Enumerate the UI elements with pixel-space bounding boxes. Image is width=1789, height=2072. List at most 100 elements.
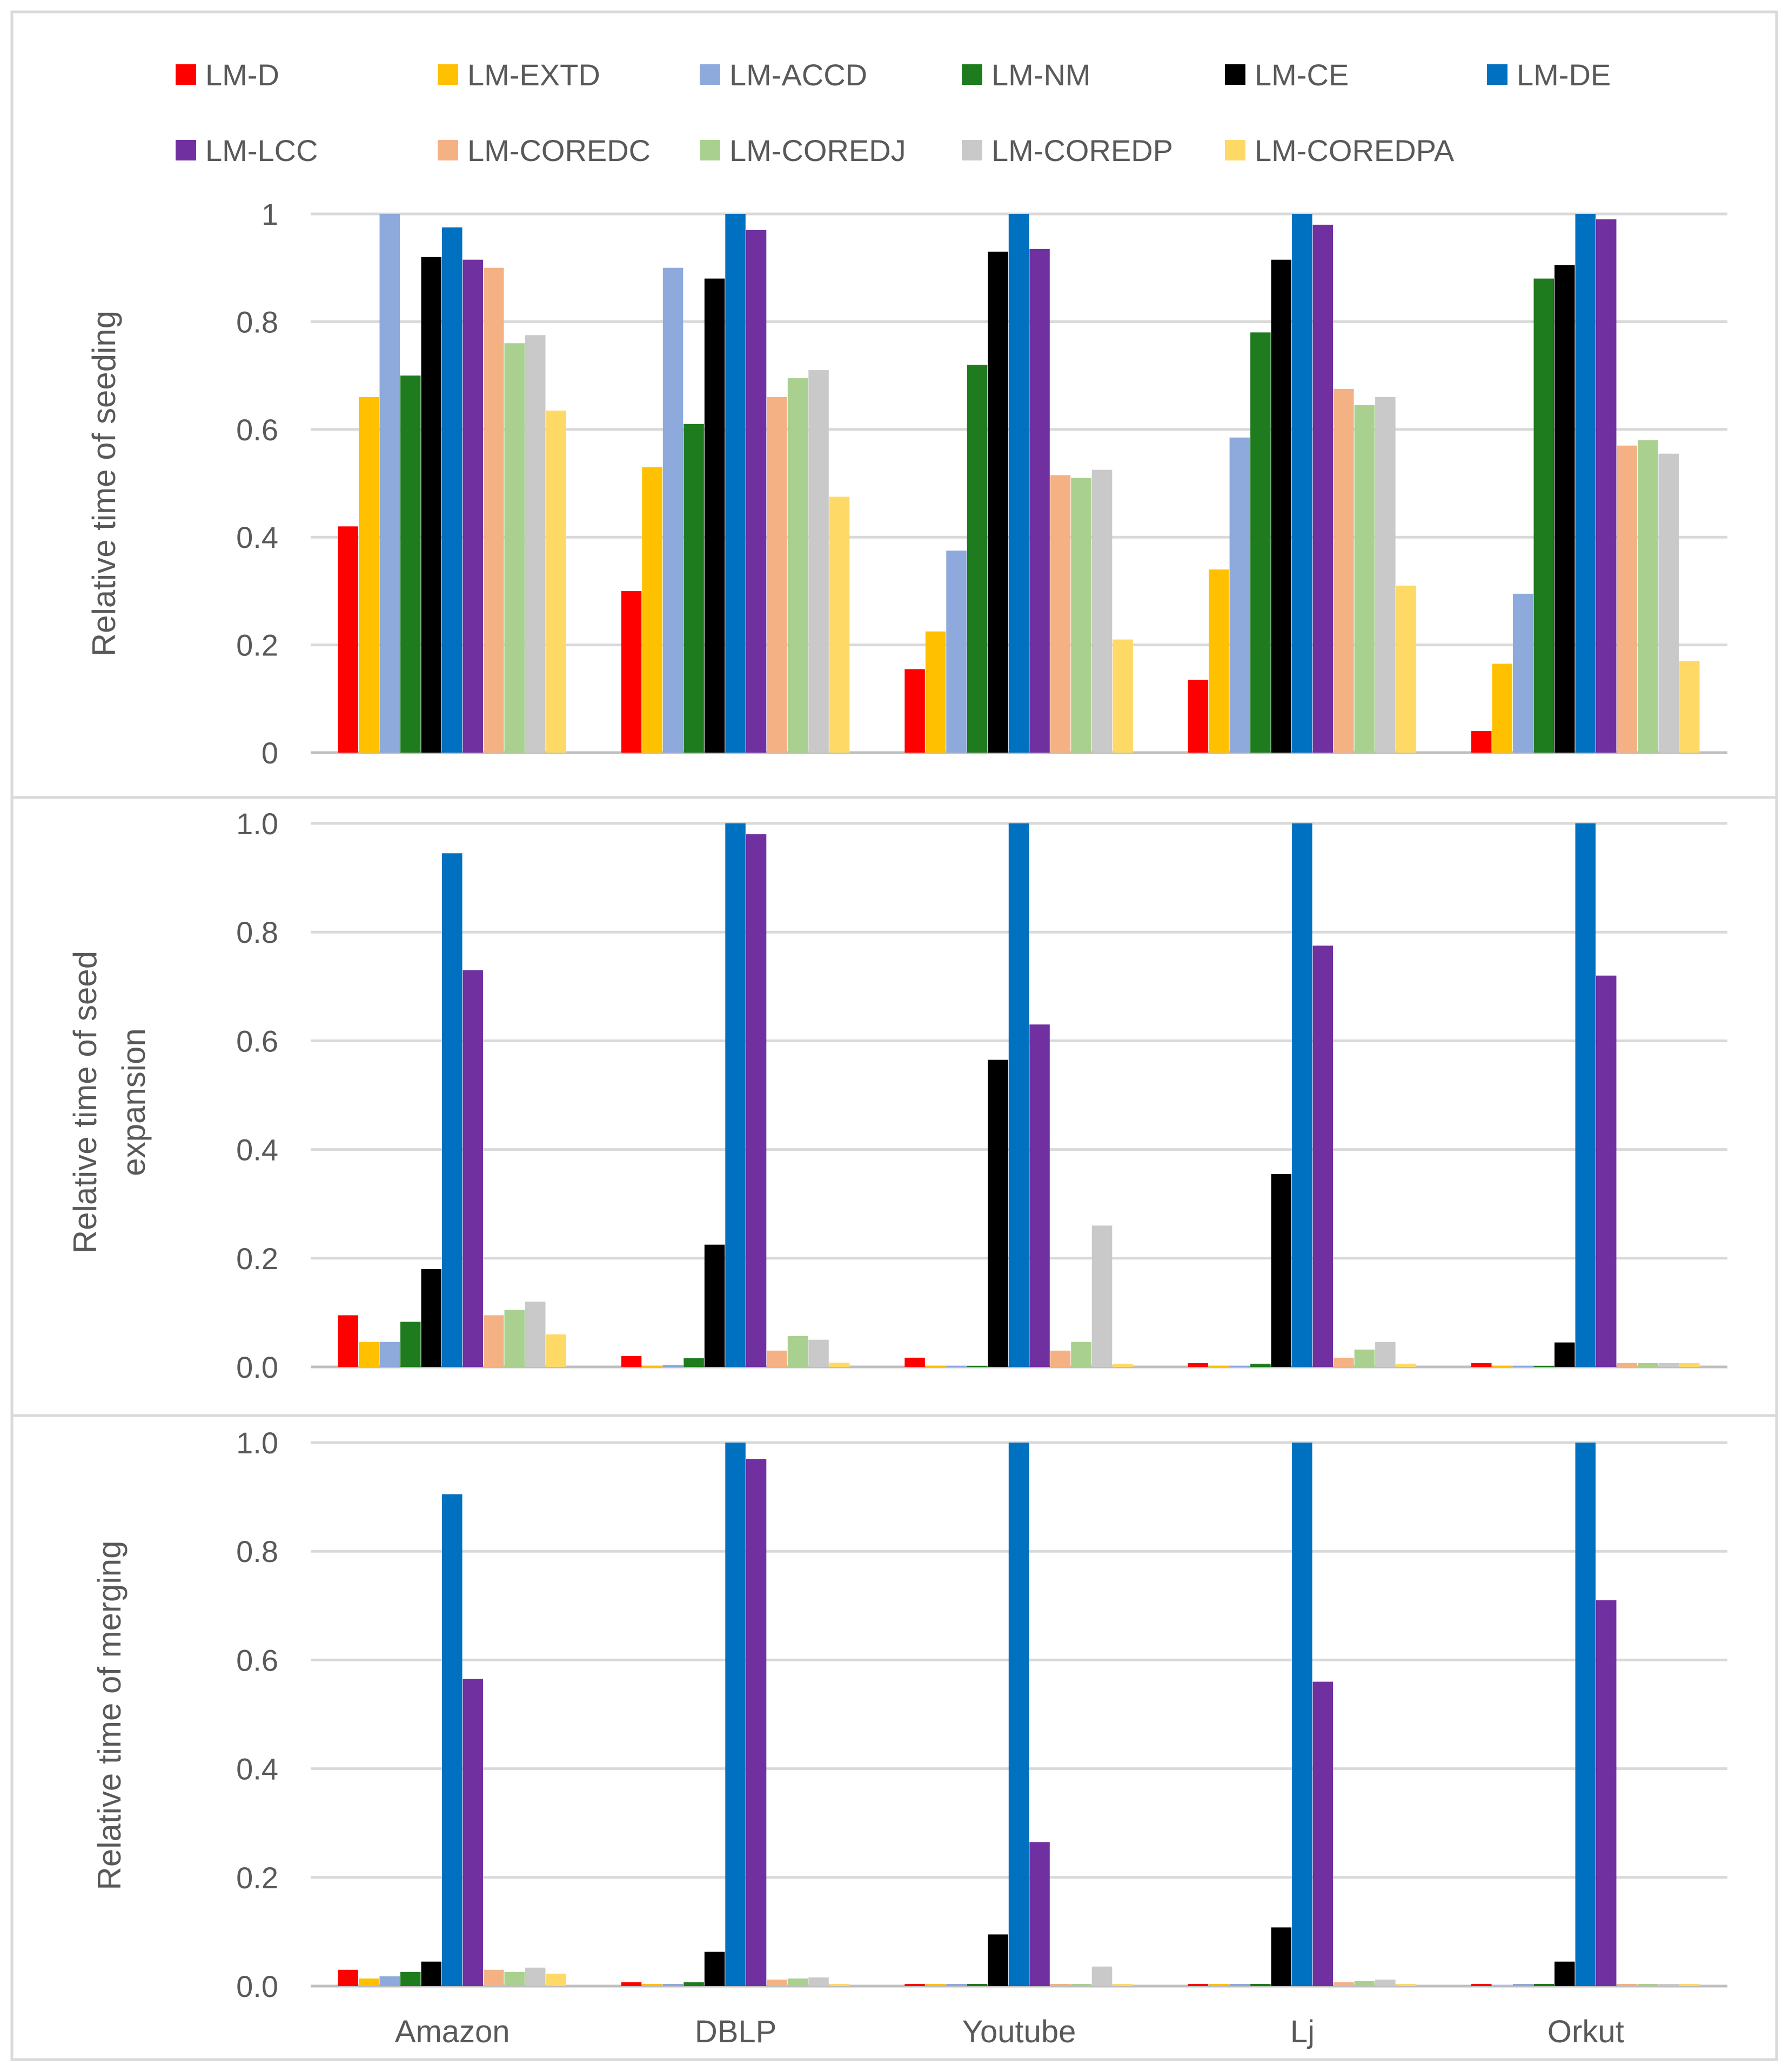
bar-2-lm-coredp-orkut [1658,1363,1679,1367]
x-tick-label-dblp: DBLP [695,2014,777,2049]
bar-3-lm-lcc-amazon [463,1679,483,1986]
bar-2-lm-d-lj [1188,1363,1209,1367]
bar-2-lm-accd-lj [1229,1366,1250,1367]
bar-2-lm-coredp-amazon [525,1302,546,1367]
bar-2-lm-extd-youtube [925,1366,946,1367]
bar-3-lm-nm-lj [1250,1984,1271,1986]
bar-1-lm-nm-dblp [684,424,704,753]
bar-1-lm-coredj-lj [1354,405,1375,753]
bar-1-lm-d-orkut [1471,731,1492,753]
y-axis-label-2-line-2: expansion [116,1028,152,1176]
legend-swatch-lm-coredpa [1225,140,1245,160]
legend-item-lm-d: LM-D [176,58,279,92]
bar-2-lm-lcc-orkut [1596,975,1617,1367]
legend-item-lm-coredp: LM-COREDP [962,133,1173,167]
bar-2-lm-d-youtube [904,1357,925,1367]
bar-1-lm-coredp-orkut [1658,453,1679,753]
bar-3-lm-coredpa-lj [1396,1984,1417,1986]
bar-1-lm-coredpa-lj [1396,585,1417,753]
y-tick-label-3-1: 0.2 [236,1861,278,1895]
bar-1-lm-d-youtube [904,669,925,753]
y-tick-label-3-0: 0.0 [236,1969,278,2003]
legend-swatch-lm-accd [700,64,720,85]
figure-border [10,10,1778,2061]
bar-3-lm-de-youtube [1008,1443,1029,1986]
legend-swatch-lm-coredc [438,140,458,160]
legend-label-lm-coredj: LM-COREDJ [729,133,906,167]
bar-1-lm-lcc-lj [1312,224,1334,753]
bar-3-lm-d-orkut [1471,1984,1492,1986]
bar-2-lm-coredc-dblp [767,1350,787,1367]
bar-3-lm-ce-youtube [988,1934,1008,1986]
legend-label-lm-accd: LM-ACCD [729,58,867,92]
legend-item-lm-coredj: LM-COREDJ [700,133,906,167]
bar-2-lm-lcc-amazon [463,970,483,1367]
bar-1-lm-d-lj [1188,680,1209,753]
bar-3-lm-ce-amazon [421,1961,441,1986]
legend-label-lm-lcc: LM-LCC [205,133,318,167]
bar-1-lm-de-lj [1292,214,1312,753]
bar-1-lm-nm-orkut [1533,278,1554,753]
bar-3-lm-de-orkut [1575,1443,1596,1986]
bar-3-lm-coredpa-youtube [1113,1984,1133,1986]
bar-1-lm-lcc-youtube [1029,249,1050,753]
bar-2-lm-nm-youtube [967,1366,988,1367]
bar-2-lm-extd-orkut [1492,1366,1512,1367]
y-tick-label-1-4: 0.8 [236,305,278,339]
bar-3-lm-coredp-youtube [1091,1966,1113,1986]
legend-label-lm-coredc: LM-COREDC [467,133,651,167]
legend-swatch-lm-coredp [962,140,982,160]
bar-2-lm-lcc-lj [1312,946,1334,1367]
bar-3-lm-nm-amazon [400,1972,421,1986]
bar-3-lm-nm-youtube [967,1984,988,1986]
bar-2-lm-extd-lj [1209,1366,1229,1367]
bar-1-lm-nm-amazon [400,375,421,753]
panel-2: 0.0 0.2 0.4 0.6 0.8 1.0 Relative time of seed e… [67,807,1727,1384]
chart-panels: 0 0.2 0.4 0.6 0.8 1 Relative time of seeding 0.… [67,197,1727,2049]
y-tick-label-3-2: 0.4 [236,1752,278,1786]
bar-2-lm-nm-amazon [400,1322,421,1367]
bar-2-lm-coredp-youtube [1091,1225,1113,1367]
y-tick-label-2-5: 1.0 [236,807,278,841]
bar-2-lm-ce-orkut [1555,1342,1575,1367]
bar-2-lm-de-youtube [1008,823,1029,1367]
y-tick-label-1-1: 0.2 [236,628,278,662]
y-tick-label-1-2: 0.4 [236,520,278,554]
bar-3-lm-lcc-orkut [1596,1600,1617,1986]
bar-1-lm-de-orkut [1575,214,1596,753]
bar-3-lm-de-dblp [725,1443,746,1986]
bar-2-lm-accd-amazon [379,1342,400,1367]
legend-item-lm-coredpa: LM-COREDPA [1225,133,1455,167]
bar-1-lm-coredj-amazon [504,343,525,753]
bar-2-lm-d-dblp [621,1356,642,1367]
y-tick-label-2-1: 0.2 [236,1242,278,1276]
bar-3-lm-coredp-dblp [808,1977,829,1986]
bar-3-lm-coredj-lj [1354,1981,1375,1986]
legend-label-lm-coredp: LM-COREDP [991,133,1173,167]
bar-2-lm-coredj-orkut [1638,1363,1658,1367]
bar-1-lm-coredc-amazon [484,267,504,753]
bar-1-lm-coredp-lj [1375,397,1396,753]
y-tick-label-3-3: 0.6 [236,1643,278,1677]
bar-1-lm-extd-youtube [925,631,946,753]
y-tick-label-1-5: 1 [262,197,278,231]
bar-2-lm-coredc-lj [1334,1357,1354,1367]
bar-3-lm-de-amazon [442,1494,463,1986]
legend-label-lm-de: LM-DE [1517,58,1611,92]
bar-2-lm-coredc-amazon [484,1315,504,1367]
bar-1-lm-de-youtube [1008,214,1029,753]
bar-1-lm-accd-amazon [379,214,400,753]
y-axis-label-2-line-1: Relative time of seed [67,951,103,1253]
panel-3: 0.0 0.2 0.4 0.6 0.8 1.0 Relative time of mergi… [91,1426,1727,2003]
bar-1-lm-lcc-dblp [746,230,767,753]
bar-1-lm-coredpa-dblp [829,497,850,753]
legend-label-lm-extd: LM-EXTD [467,58,600,92]
bar-1-lm-coredc-lj [1334,389,1354,753]
bar-3-lm-d-youtube [904,1984,925,1986]
bar-1-lm-extd-dblp [642,467,662,753]
bar-3-lm-coredp-orkut [1658,1984,1679,1986]
legend-item-lm-de: LM-DE [1487,58,1611,92]
bar-1-lm-nm-youtube [967,365,988,753]
